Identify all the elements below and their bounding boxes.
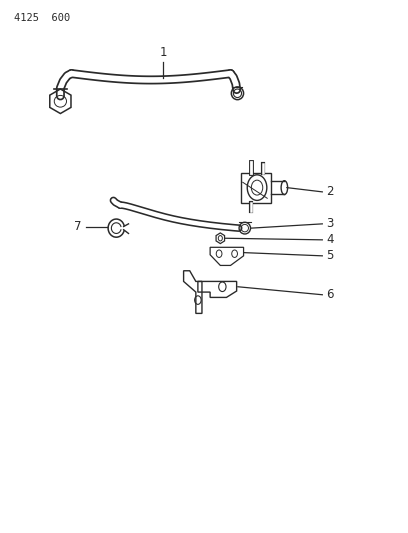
Text: 6: 6 bbox=[326, 288, 334, 301]
Text: 4125  600: 4125 600 bbox=[14, 13, 71, 23]
Text: 3: 3 bbox=[326, 217, 334, 230]
Text: 4: 4 bbox=[326, 233, 334, 246]
Text: 1: 1 bbox=[160, 46, 167, 59]
Text: 2: 2 bbox=[326, 185, 334, 198]
Text: 7: 7 bbox=[74, 220, 82, 233]
Text: 5: 5 bbox=[326, 249, 334, 262]
